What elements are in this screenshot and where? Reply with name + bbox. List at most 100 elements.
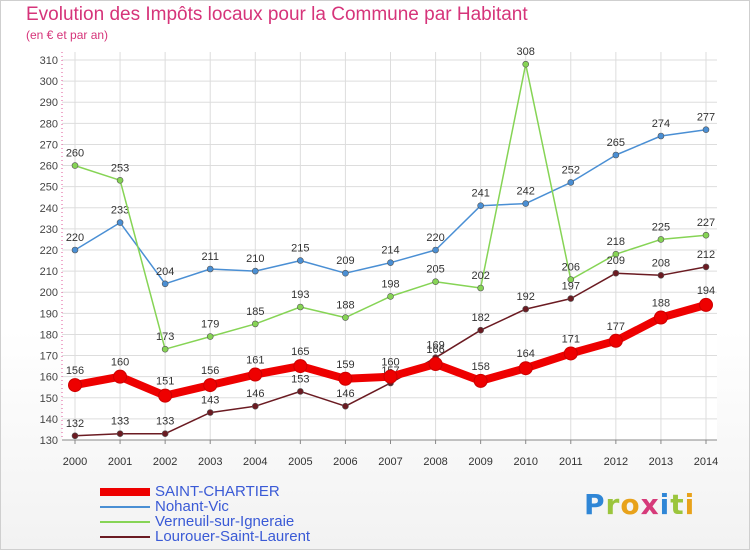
data-point xyxy=(432,278,439,285)
x-tick-label: 2010 xyxy=(513,456,537,468)
data-label: 188 xyxy=(652,298,670,310)
y-tick-label: 270 xyxy=(40,139,58,151)
data-point xyxy=(702,231,710,239)
data-point xyxy=(477,284,484,292)
data-point xyxy=(653,310,668,325)
y-tick-label: 260 xyxy=(40,161,58,173)
legend-item: SAINT-CHARTIER xyxy=(100,484,420,499)
x-tick-label: 2004 xyxy=(243,456,267,468)
data-point xyxy=(116,430,124,437)
legend-swatch xyxy=(100,505,150,508)
data-label: 143 xyxy=(201,395,219,407)
data-point xyxy=(567,179,575,186)
data-point xyxy=(251,267,259,275)
data-label: 133 xyxy=(156,416,174,428)
data-label: 208 xyxy=(652,257,670,269)
legend-item: Lourouer-Saint-Laurent xyxy=(100,529,420,544)
data-point xyxy=(342,314,349,321)
data-point xyxy=(297,257,304,264)
data-label: 220 xyxy=(426,232,444,244)
data-point xyxy=(71,246,79,254)
data-point xyxy=(702,263,710,271)
data-label: 197 xyxy=(562,281,580,293)
data-point xyxy=(297,388,304,395)
data-point xyxy=(477,326,484,334)
x-tick-label: 2006 xyxy=(333,456,357,468)
data-point xyxy=(608,333,623,348)
y-tick-label: 180 xyxy=(40,329,58,341)
data-label: 308 xyxy=(517,46,535,58)
x-tick-label: 2005 xyxy=(288,456,312,468)
data-label: 210 xyxy=(246,253,264,265)
x-tick-label: 2013 xyxy=(649,456,673,468)
data-label: 185 xyxy=(246,306,264,318)
data-label: 274 xyxy=(652,118,670,130)
data-point xyxy=(161,280,169,288)
data-point xyxy=(567,276,575,283)
data-point xyxy=(206,265,214,273)
y-tick-label: 190 xyxy=(40,308,58,320)
data-point xyxy=(342,402,349,410)
data-label: 146 xyxy=(246,388,264,400)
data-label: 188 xyxy=(336,300,354,312)
x-tick-label: 2014 xyxy=(694,456,718,468)
data-point xyxy=(251,402,259,410)
y-tick-label: 300 xyxy=(40,76,58,88)
data-point xyxy=(699,297,713,312)
legend-label: Lourouer-Saint-Laurent xyxy=(155,528,311,545)
y-tick-label: 310 xyxy=(40,55,58,67)
data-point xyxy=(293,359,308,374)
x-tick-label: 2007 xyxy=(378,456,402,468)
data-point xyxy=(567,295,575,302)
x-tick-label: 2012 xyxy=(604,456,628,468)
data-point xyxy=(71,432,79,440)
data-point xyxy=(116,219,124,226)
data-point xyxy=(113,369,128,384)
data-point xyxy=(522,200,530,207)
data-label: 205 xyxy=(426,264,444,276)
data-point xyxy=(387,293,394,300)
data-label: 146 xyxy=(336,388,354,400)
data-label: 206 xyxy=(562,262,580,274)
proxiti-logo: Proxiti xyxy=(584,488,696,521)
y-tick-label: 230 xyxy=(40,224,58,236)
y-tick-label: 130 xyxy=(40,435,58,447)
y-tick-label: 290 xyxy=(40,97,58,109)
y-tick-label: 200 xyxy=(40,287,58,299)
data-point xyxy=(657,132,665,140)
legend-swatch xyxy=(100,535,150,538)
data-point xyxy=(473,373,488,388)
data-point xyxy=(206,409,214,416)
data-point xyxy=(563,346,578,361)
data-label: 277 xyxy=(697,112,715,124)
data-label: 253 xyxy=(111,162,129,174)
legend-swatch xyxy=(100,520,150,523)
y-tick-label: 220 xyxy=(40,245,58,257)
data-label: 204 xyxy=(156,266,174,278)
data-label: 215 xyxy=(291,243,309,255)
data-point xyxy=(248,367,263,382)
x-tick-label: 2000 xyxy=(63,456,87,468)
data-label: 177 xyxy=(607,321,625,333)
data-point xyxy=(657,272,665,279)
x-tick-label: 2011 xyxy=(559,456,583,468)
legend-label: Nohant-Vic xyxy=(155,498,229,515)
data-label: 165 xyxy=(291,346,309,358)
legend-label: Verneuil-sur-Igneraie xyxy=(155,513,295,530)
data-label: 161 xyxy=(246,355,264,367)
chart-title: Evolution des Impôts locaux pour la Comm… xyxy=(26,4,528,25)
data-label: 265 xyxy=(607,137,625,149)
data-point xyxy=(432,246,439,254)
data-label: 182 xyxy=(471,312,489,324)
data-point xyxy=(477,202,484,209)
data-point xyxy=(203,378,218,393)
data-label: 202 xyxy=(471,270,489,282)
data-label: 132 xyxy=(66,418,84,430)
y-tick-label: 150 xyxy=(40,393,58,405)
data-point xyxy=(612,250,620,258)
data-label: 241 xyxy=(471,188,489,200)
data-label: 209 xyxy=(607,255,625,267)
data-point xyxy=(161,430,169,437)
data-label: 156 xyxy=(201,365,219,377)
